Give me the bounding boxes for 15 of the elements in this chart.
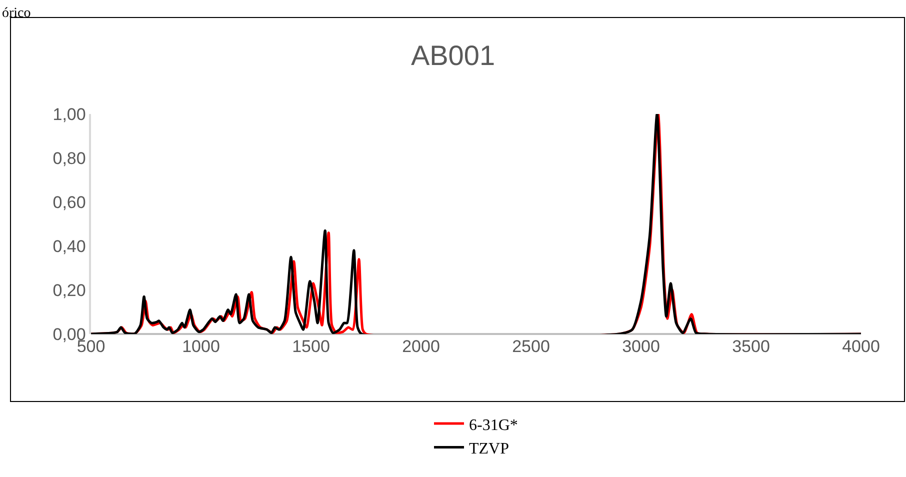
y-tick-label: 1,00 — [52, 104, 86, 124]
x-tick-label: 3000 — [622, 337, 660, 356]
y-tick-label: 0,60 — [52, 192, 86, 212]
chart-title: AB001 — [410, 40, 496, 71]
x-tick-label: 1000 — [182, 337, 220, 356]
x-tick-label: 4000 — [842, 337, 880, 356]
y-tick-label: 0,20 — [52, 280, 86, 300]
y-tick-label: 0,40 — [52, 236, 86, 256]
x-tick-label: 1500 — [292, 337, 330, 356]
legend-label: TZVP — [469, 440, 510, 458]
legend-label: 6-31G* — [469, 416, 518, 434]
y-tick-label: 0,80 — [52, 148, 86, 168]
x-tick-label: 3500 — [732, 337, 770, 356]
x-tick-label: 2500 — [512, 337, 550, 356]
x-tick-label: 2000 — [402, 337, 440, 356]
